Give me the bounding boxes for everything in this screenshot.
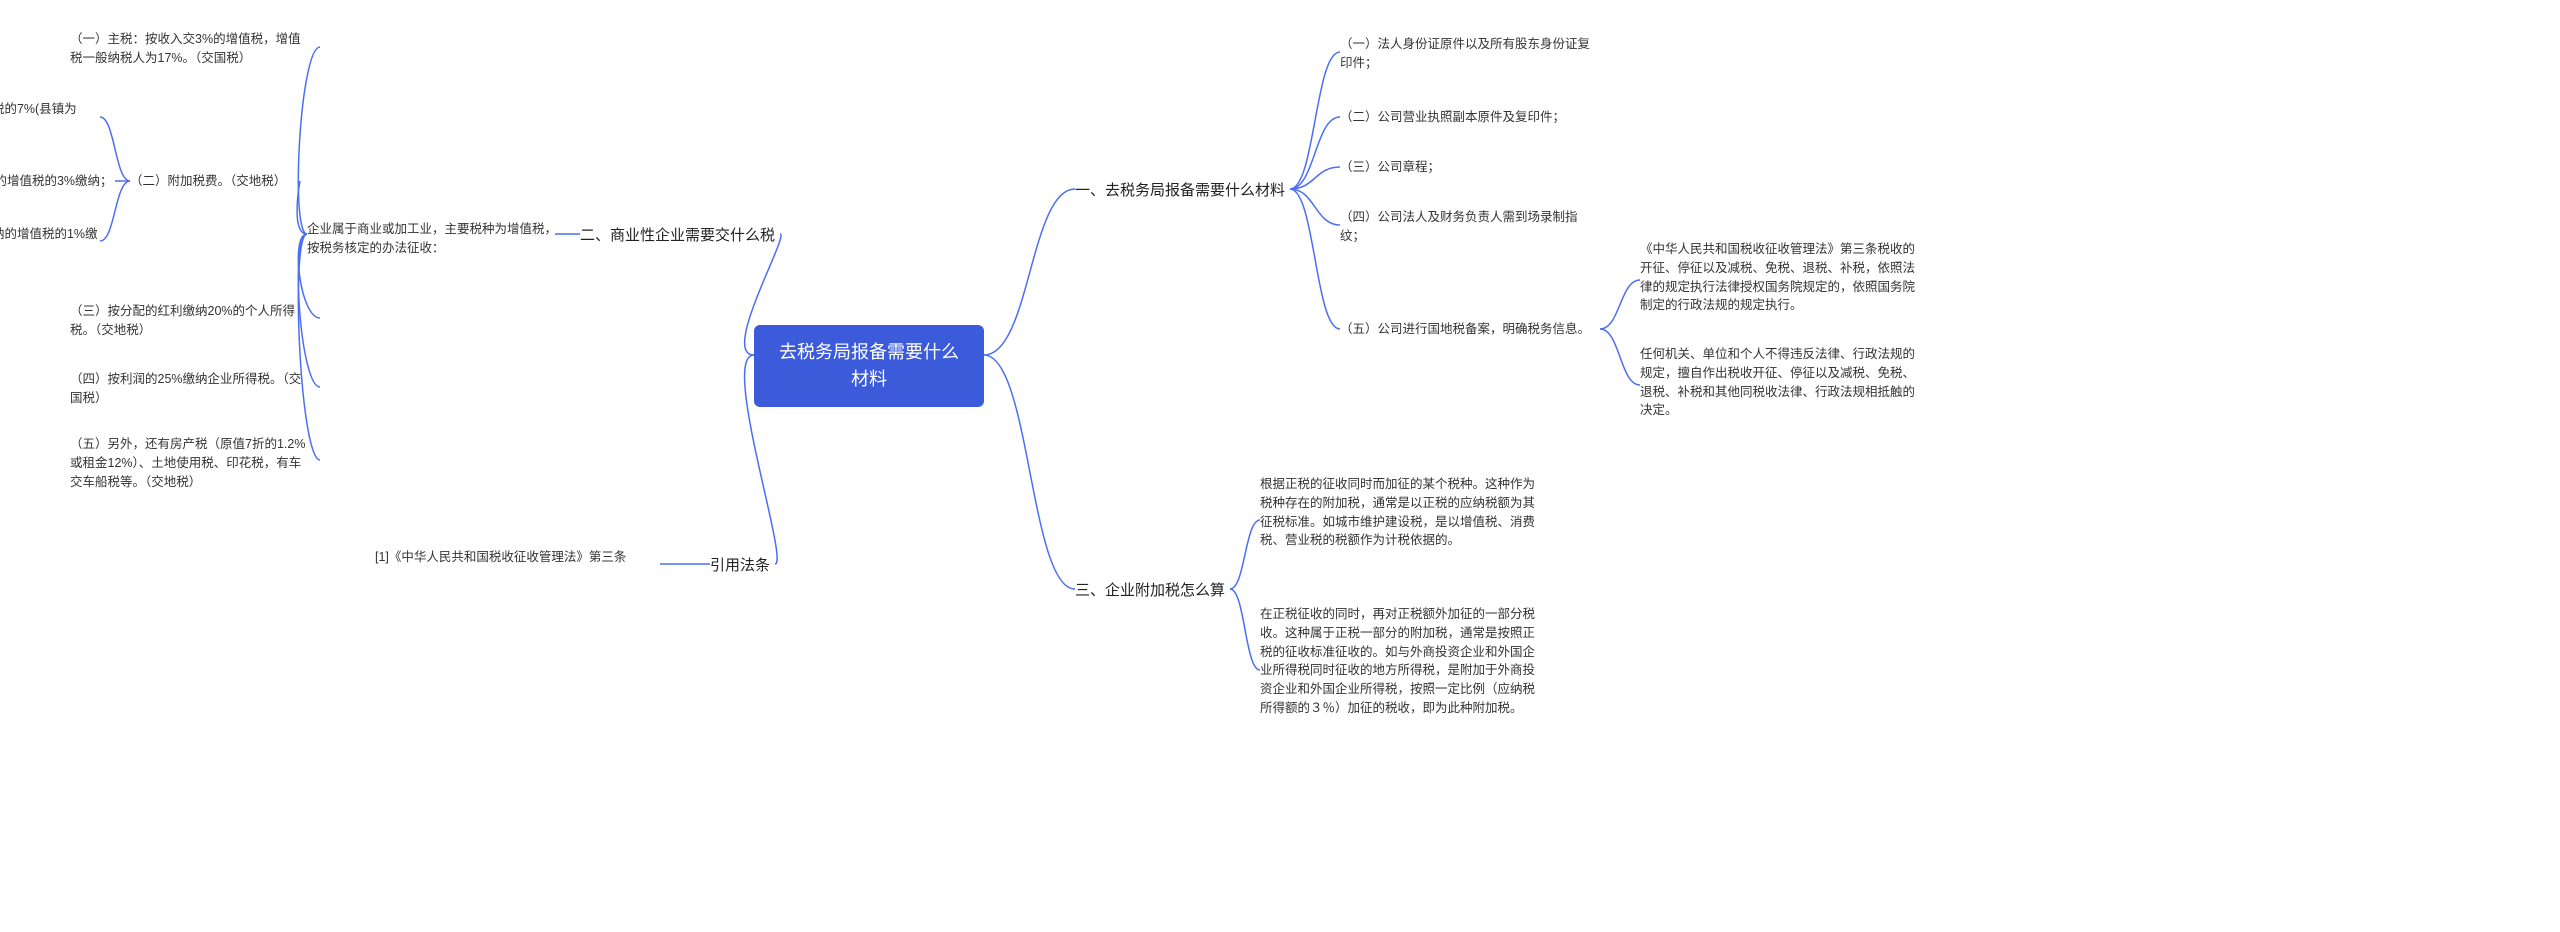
connectors [0, 0, 2560, 932]
leaf-r1-c5-d2: 任何机关、单位和个人不得违反法律、行政法规的规定，擅自作出税收开征、停征以及减税… [1640, 345, 1920, 420]
leaf-r1-c2: （二）公司营业执照副本原件及复印件； [1340, 108, 1590, 127]
leaf-l2-m5: （五）另外，还有房产税（原值7折的1.2%或租金12%）、土地使用税、印花税，有… [70, 435, 310, 491]
leaf-l2-m4: （四）按利润的25%缴纳企业所得税。（交国税） [70, 370, 310, 408]
leaf-r1-c5: （五）公司进行国地税备案，明确税务信息。 [1340, 320, 1590, 339]
root-node[interactable]: 去税务局报备需要什么材料 [754, 325, 984, 407]
branch-r3[interactable]: 三、企业附加税怎么算 [1075, 580, 1225, 603]
leaf-l2-m1: （一）主税：按收入交3%的增值税，增值税一般纳税人为17%。（交国税） [70, 30, 310, 68]
leaf-r3-c1: 根据正税的征收同时而加征的某个税种。这种作为税种存在的附加税，通常是以正税的应纳… [1260, 475, 1540, 550]
branch-l4[interactable]: 引用法条 [710, 555, 770, 578]
leaf-l2-m2-s3: 3、地方教育费附加按缴纳的增值税的1%缴纳； [0, 225, 100, 263]
leaf-l2-m2-s1: 1、城建税按缴纳的增值税的7%(县镇为5%、乡为1%)缴纳； [0, 100, 100, 138]
leaf-l2-m2: （二）附加税费。（交地税） [130, 172, 300, 191]
leaf-r1-c1: （一）法人身份证原件以及所有股东身份证复印件； [1340, 35, 1590, 73]
leaf-r3-c2: 在正税征收的同时，再对正税额外加征的一部分税收。这种属于正税一部分的附加税，通常… [1260, 605, 1540, 718]
leaf-r1-c5-d1: 《中华人民共和国税收征收管理法》第三条税收的开征、停征以及减税、免税、退税、补税… [1640, 240, 1920, 315]
leaf-r1-c3: （三）公司章程； [1340, 158, 1590, 177]
branch-l2[interactable]: 二、商业性企业需要交什么税 [580, 225, 775, 248]
branch-r1[interactable]: 一、去税务局报备需要什么材料 [1075, 180, 1285, 203]
leaf-l4-child: [1]《中华人民共和国税收征收管理法》第三条 [375, 548, 655, 567]
leaf-l2-m3: （三）按分配的红利缴纳20%的个人所得税。（交地税） [70, 302, 310, 340]
mindmap-canvas: 去税务局报备需要什么材料 一、去税务局报备需要什么材料 （一）法人身份证原件以及… [0, 0, 2560, 932]
leaf-l2-m2-s2: 2、教育费附加按缴纳的增值税的3%缴纳； [0, 172, 115, 191]
leaf-l2-mid: 企业属于商业或加工业，主要税种为增值税，按税务核定的办法征收： [307, 220, 557, 258]
leaf-r1-c4: （四）公司法人及财务负责人需到场录制指纹； [1340, 208, 1590, 246]
